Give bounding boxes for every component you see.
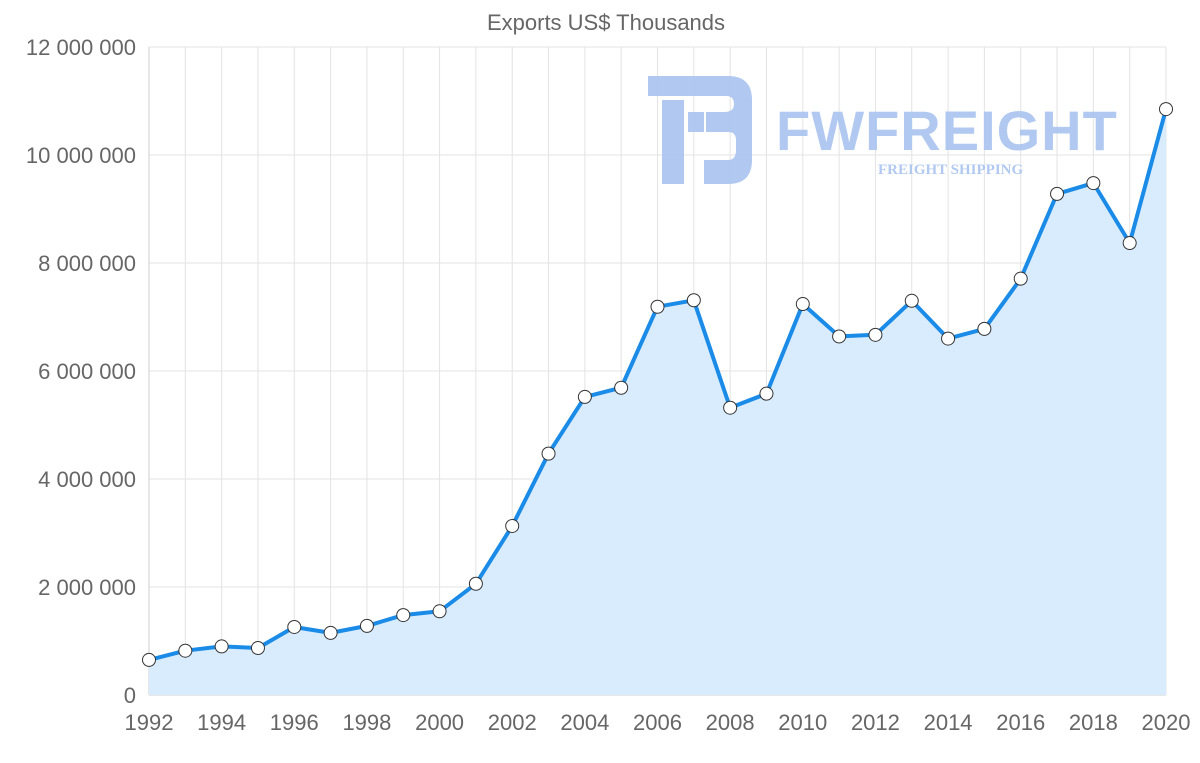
y-tick-label: 0 xyxy=(124,683,136,708)
x-axis-tick-labels: 1992 1994 1996 1998 2000 2002 2004 2006 2008 2010… xyxy=(125,710,1191,735)
y-axis-tick-labels: 0 2 000 000 4 000 000 6 000 000 8 000 000 10 … xyxy=(26,35,136,708)
data-point-1997[interactable] xyxy=(323,625,338,640)
data-point-2008[interactable] xyxy=(723,400,738,415)
x-tick-label: 2002 xyxy=(488,710,537,735)
data-point-2019[interactable] xyxy=(1122,236,1137,251)
x-tick-label: 2010 xyxy=(778,710,827,735)
chart-title: Exports US$ Thousands xyxy=(487,10,725,35)
data-point-2005[interactable] xyxy=(614,380,629,395)
data-point-1998[interactable] xyxy=(359,618,374,633)
x-tick-label: 2014 xyxy=(924,710,973,735)
data-point-2014[interactable] xyxy=(941,331,956,346)
data-point-1996[interactable] xyxy=(287,619,302,634)
data-point-2004[interactable] xyxy=(577,389,592,404)
data-point-2015[interactable] xyxy=(977,321,992,336)
fwfreight-watermark: FWFREIGHT FREIGHT SHIPPING xyxy=(648,76,1118,184)
data-point-2002[interactable] xyxy=(505,518,520,533)
data-point-2006[interactable] xyxy=(650,299,665,314)
fwfreight-logo-icon xyxy=(648,76,752,184)
data-point-1999[interactable] xyxy=(396,608,411,623)
x-tick-label: 2020 xyxy=(1142,710,1191,735)
x-tick-label: 1992 xyxy=(125,710,174,735)
data-point-1994[interactable] xyxy=(214,639,229,654)
y-tick-label: 6 000 000 xyxy=(38,359,136,384)
data-point-2000[interactable] xyxy=(432,604,447,619)
data-point-2020[interactable] xyxy=(1159,102,1173,117)
data-point-2003[interactable] xyxy=(541,446,556,461)
data-point-2017[interactable] xyxy=(1050,186,1065,201)
data-points xyxy=(142,102,1173,667)
data-point-2011[interactable] xyxy=(832,329,847,344)
data-point-2010[interactable] xyxy=(795,297,810,312)
x-tick-label: 2004 xyxy=(560,710,609,735)
y-tick-label: 8 000 000 xyxy=(38,251,136,276)
data-point-2018[interactable] xyxy=(1086,176,1101,191)
watermark-brand: FWFREIGHT xyxy=(776,99,1118,162)
data-point-2007[interactable] xyxy=(686,293,701,308)
x-tick-label: 1996 xyxy=(270,710,319,735)
x-tick-label: 1998 xyxy=(342,710,391,735)
data-point-1995[interactable] xyxy=(250,641,265,656)
y-tick-label: 4 000 000 xyxy=(38,467,136,492)
data-point-2009[interactable] xyxy=(759,386,774,401)
watermark-tagline: FREIGHT SHIPPING xyxy=(878,162,1023,178)
y-tick-label: 2 000 000 xyxy=(38,575,136,600)
y-tick-label: 12 000 000 xyxy=(26,35,136,60)
x-tick-label: 2012 xyxy=(851,710,900,735)
x-tick-label: 1994 xyxy=(197,710,246,735)
data-point-2016[interactable] xyxy=(1013,271,1028,286)
data-point-2012[interactable] xyxy=(868,327,883,342)
data-point-1992[interactable] xyxy=(142,652,156,667)
data-point-2013[interactable] xyxy=(904,293,919,308)
x-tick-label: 2006 xyxy=(633,710,682,735)
data-point-1993[interactable] xyxy=(178,643,193,658)
x-tick-label: 2008 xyxy=(706,710,755,735)
x-tick-label: 2018 xyxy=(1069,710,1118,735)
x-tick-label: 2000 xyxy=(415,710,464,735)
x-tick-label: 2016 xyxy=(996,710,1045,735)
data-point-2001[interactable] xyxy=(468,576,483,591)
series-area-fill xyxy=(149,109,1166,696)
y-tick-label: 10 000 000 xyxy=(26,143,136,168)
